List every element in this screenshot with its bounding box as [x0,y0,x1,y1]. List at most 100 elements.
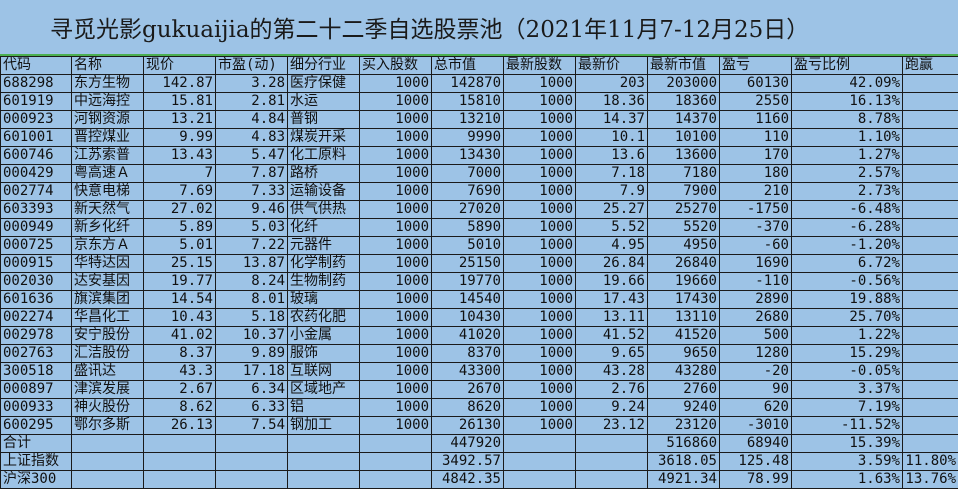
cell-industry[interactable] [287,470,360,489]
cell-latest-shares[interactable]: 1000 [503,128,576,147]
cell-industry[interactable]: 区域地产 [287,380,360,399]
cell-price[interactable]: 142.87 [143,74,216,93]
cell-code[interactable]: 002274 [0,308,72,327]
cell-name[interactable]: 神火股份 [71,398,144,417]
cell-profit-ratio[interactable]: 1.63% [791,470,903,489]
cell-name[interactable] [71,434,144,453]
cell-industry[interactable] [287,434,360,453]
cell-name[interactable]: 晋控煤业 [71,128,144,147]
cell-buy-shares[interactable]: 1000 [359,92,432,111]
cell-latest-price[interactable]: 19.66 [575,272,648,291]
cell-buy-shares[interactable]: 1000 [359,308,432,327]
cell-buy-shares[interactable]: 1000 [359,110,432,129]
cell-pe[interactable]: 10.37 [215,326,288,345]
cell-outperform[interactable] [902,236,958,255]
cell-name[interactable]: 东方生物 [71,74,144,93]
cell-latest-value[interactable]: 13600 [647,146,720,165]
cell-latest-shares[interactable]: 1000 [503,344,576,363]
cell-buy-shares[interactable]: 1000 [359,146,432,165]
cell-latest-value[interactable]: 516860 [647,434,720,453]
cell-profit-ratio[interactable]: 42.09% [791,74,903,93]
cell-pe[interactable]: 9.46 [215,200,288,219]
cell-total-value[interactable]: 13430 [431,146,504,165]
cell-latest-shares[interactable]: 1000 [503,164,576,183]
cell-profit[interactable]: 1160 [719,110,792,129]
cell-total-value[interactable]: 15810 [431,92,504,111]
cell-pe[interactable]: 2.81 [215,92,288,111]
cell-latest-value[interactable]: 9240 [647,398,720,417]
cell-profit[interactable]: 90 [719,380,792,399]
cell-latest-value[interactable]: 23120 [647,416,720,435]
cell-outperform[interactable] [902,200,958,219]
cell-latest-value[interactable]: 19660 [647,272,720,291]
cell-name[interactable]: 达安基因 [71,272,144,291]
cell-profit[interactable]: -3010 [719,416,792,435]
cell-price[interactable]: 10.43 [143,308,216,327]
cell-profit[interactable]: 2680 [719,308,792,327]
cell-profit[interactable]: 500 [719,326,792,345]
cell-code[interactable]: 000897 [0,380,72,399]
cell-code[interactable]: 002774 [0,182,72,201]
cell-outperform[interactable] [902,308,958,327]
cell-buy-shares[interactable]: 1000 [359,128,432,147]
cell-profit-ratio[interactable]: 1.27% [791,146,903,165]
cell-code[interactable]: 002030 [0,272,72,291]
cell-pe[interactable]: 5.03 [215,218,288,237]
cell-industry[interactable]: 化工原料 [287,146,360,165]
cell-total-value[interactable]: 8620 [431,398,504,417]
cell-name[interactable]: 华昌化工 [71,308,144,327]
cell-industry[interactable]: 小金属 [287,326,360,345]
cell-profit-ratio[interactable]: -0.05% [791,362,903,381]
cell-profit[interactable]: 620 [719,398,792,417]
header-industry[interactable]: 细分行业 [287,56,360,75]
cell-latest-value[interactable]: 3618.05 [647,452,720,471]
cell-latest-shares[interactable]: 1000 [503,326,576,345]
cell-buy-shares[interactable]: 1000 [359,416,432,435]
cell-pe[interactable]: 4.83 [215,128,288,147]
cell-pe[interactable]: 13.87 [215,254,288,273]
cell-buy-shares[interactable]: 1000 [359,272,432,291]
cell-name[interactable]: 江苏索普 [71,146,144,165]
cell-pe[interactable]: 6.34 [215,380,288,399]
header-latest-price[interactable]: 最新价 [575,56,648,75]
cell-latest-value[interactable]: 4950 [647,236,720,255]
cell-pe[interactable]: 5.47 [215,146,288,165]
cell-industry[interactable]: 农药化肥 [287,308,360,327]
cell-total-value[interactable]: 25150 [431,254,504,273]
cell-latest-value[interactable]: 7180 [647,164,720,183]
cell-code[interactable]: 000933 [0,398,72,417]
cell-industry[interactable]: 供气供热 [287,200,360,219]
cell-total-value[interactable]: 4842.35 [431,470,504,489]
cell-pe[interactable]: 7.87 [215,164,288,183]
cell-code[interactable]: 601001 [0,128,72,147]
cell-buy-shares[interactable]: 1000 [359,218,432,237]
cell-price[interactable]: 19.77 [143,272,216,291]
cell-profit[interactable]: 180 [719,164,792,183]
cell-latest-shares[interactable]: 1000 [503,254,576,273]
cell-price[interactable]: 25.15 [143,254,216,273]
cell-latest-value[interactable]: 26840 [647,254,720,273]
cell-price[interactable] [143,434,216,453]
cell-industry[interactable]: 水运 [287,92,360,111]
cell-code[interactable]: 002763 [0,344,72,363]
cell-code[interactable]: 603393 [0,200,72,219]
cell-profit[interactable]: 2890 [719,290,792,309]
cell-total-value[interactable]: 27020 [431,200,504,219]
cell-outperform[interactable] [902,344,958,363]
cell-industry[interactable]: 普钢 [287,110,360,129]
cell-latest-shares[interactable]: 1000 [503,110,576,129]
cell-name[interactable]: 新天然气 [71,200,144,219]
cell-industry[interactable]: 化学制药 [287,254,360,273]
cell-latest-price[interactable]: 14.37 [575,110,648,129]
cell-code[interactable]: 000915 [0,254,72,273]
cell-price[interactable]: 5.89 [143,218,216,237]
cell-outperform[interactable] [902,110,958,129]
cell-profit-ratio[interactable]: 16.13% [791,92,903,111]
cell-buy-shares[interactable]: 1000 [359,74,432,93]
cell-buy-shares[interactable]: 1000 [359,200,432,219]
cell-code[interactable]: 000725 [0,236,72,255]
cell-total-value[interactable]: 14540 [431,290,504,309]
cell-total-value[interactable]: 142870 [431,74,504,93]
cell-name[interactable]: 快意电梯 [71,182,144,201]
cell-profit-ratio[interactable]: 1.10% [791,128,903,147]
